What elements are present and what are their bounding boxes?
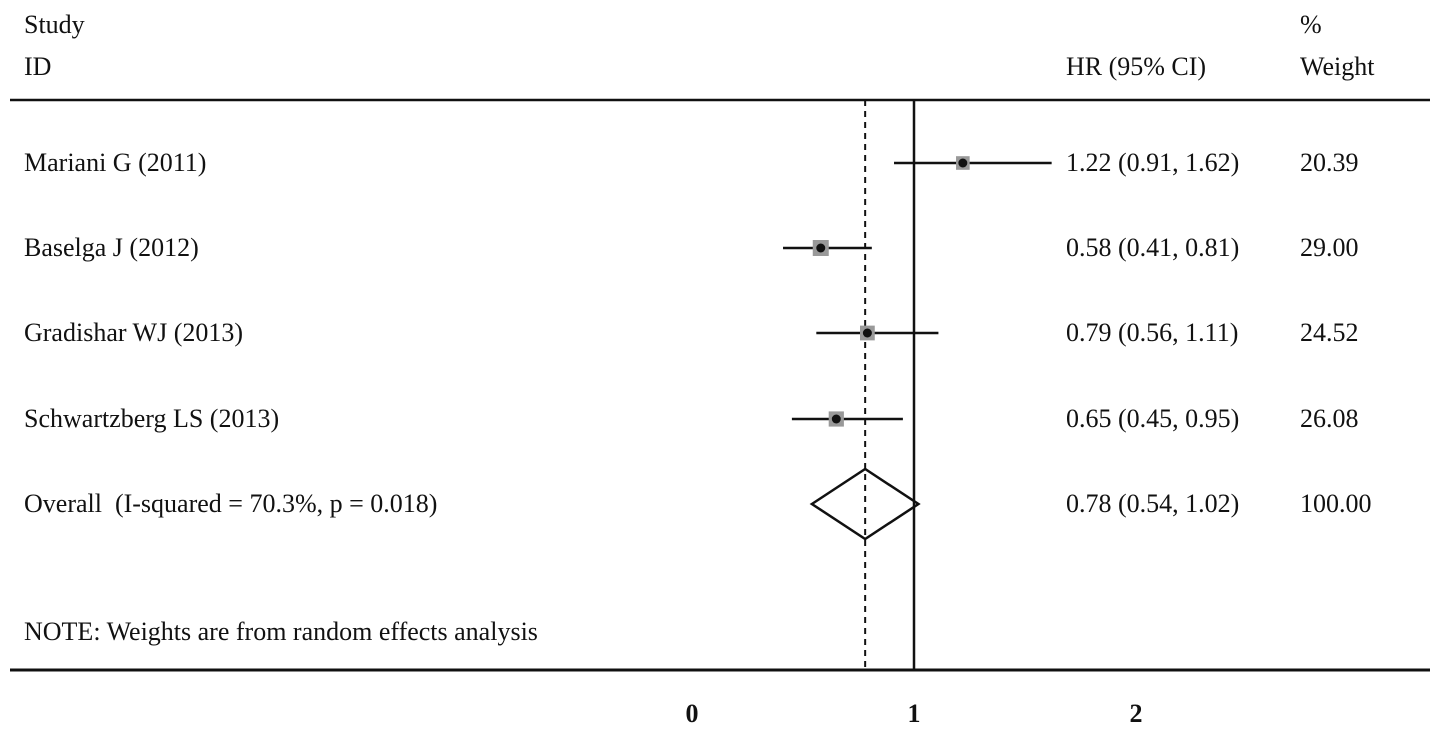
point-estimate bbox=[862, 328, 872, 338]
point-estimate bbox=[831, 414, 841, 424]
study-label: Gradishar WJ (2013) bbox=[24, 318, 244, 347]
x-tick-label: 0 bbox=[686, 699, 699, 728]
overall-ci-text: 0.78 (0.54, 1.02) bbox=[1066, 489, 1240, 518]
point-estimate bbox=[958, 158, 968, 168]
overall-label: Overall (I-squared = 70.3%, p = 0.018) bbox=[24, 489, 438, 518]
note-text: NOTE: Weights are from random effects an… bbox=[24, 617, 538, 646]
overall-diamond bbox=[809, 467, 921, 541]
study-weight: 24.52 bbox=[1300, 318, 1359, 347]
study-ci-text: 1.22 (0.91, 1.62) bbox=[1066, 148, 1240, 177]
study-ci-text: 0.79 (0.56, 1.11) bbox=[1066, 318, 1239, 347]
study-ci-text: 0.65 (0.45, 0.95) bbox=[1066, 404, 1240, 433]
percent-header: % bbox=[1300, 10, 1322, 39]
study-label: Baselga J (2012) bbox=[24, 233, 199, 262]
study-weight: 29.00 bbox=[1300, 233, 1359, 262]
study-header: Study bbox=[24, 10, 85, 39]
study-weight: 26.08 bbox=[1300, 404, 1359, 433]
x-tick-label: 1 bbox=[908, 699, 921, 728]
x-tick-label: 2 bbox=[1130, 699, 1143, 728]
study-label: Schwartzberg LS (2013) bbox=[24, 404, 280, 433]
study-weight: 20.39 bbox=[1300, 148, 1359, 177]
study-ci-text: 0.58 (0.41, 0.81) bbox=[1066, 233, 1240, 262]
study-label: Mariani G (2011) bbox=[24, 148, 207, 177]
hr-ci-header: HR (95% CI) bbox=[1066, 52, 1207, 81]
overall-weight: 100.00 bbox=[1300, 489, 1372, 518]
id-header: ID bbox=[24, 52, 52, 81]
point-estimate bbox=[816, 243, 826, 253]
weight-header: Weight bbox=[1300, 52, 1375, 81]
